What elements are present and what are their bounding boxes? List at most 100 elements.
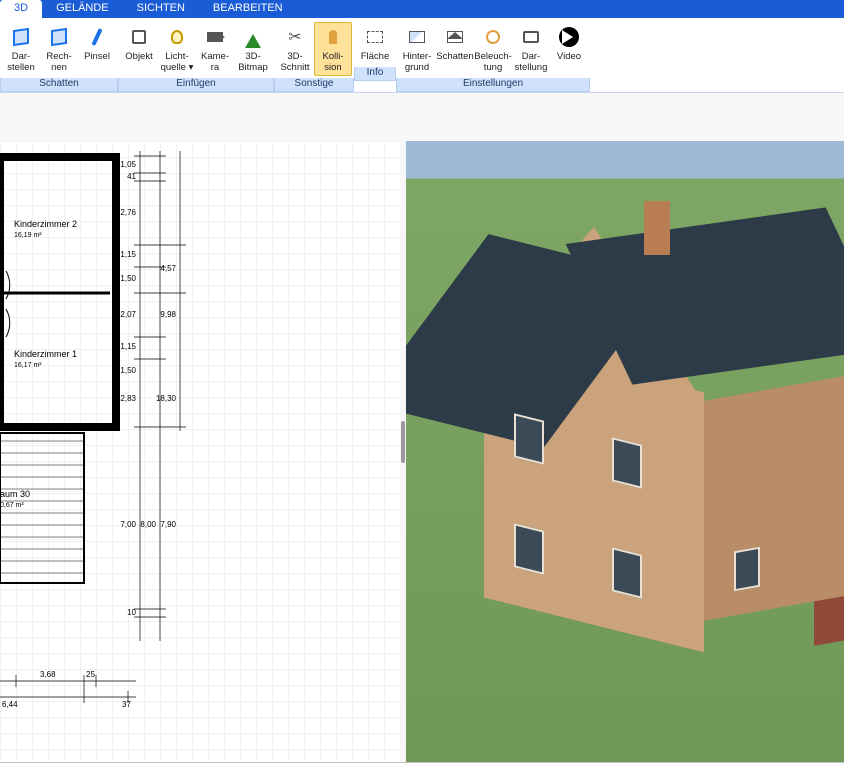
camera-icon bbox=[203, 25, 227, 49]
floorplan-svg: 1,05 41 2,76 1,15 1,50 4,57 2,07 9,98 1,… bbox=[0, 141, 400, 761]
hintergrund-button[interactable]: Hinter-grund bbox=[398, 22, 436, 76]
house-model bbox=[444, 197, 824, 637]
pinsel-label: Pinsel bbox=[84, 51, 110, 62]
dim-text: 1,15 bbox=[120, 250, 136, 259]
dim-text: 1,50 bbox=[120, 366, 136, 375]
area-icon bbox=[363, 25, 387, 49]
ribbon-group-schatten: Dar-stellen Rech-nen Pinsel Schatten bbox=[0, 18, 118, 92]
kollision-button[interactable]: Kolli-sion bbox=[314, 22, 352, 76]
flaeche-label: Fläche bbox=[361, 51, 390, 62]
flaeche-button[interactable]: Fläche bbox=[356, 22, 394, 65]
floorplan-viewport[interactable]: 1,05 41 2,76 1,15 1,50 4,57 2,07 9,98 1,… bbox=[0, 141, 400, 762]
dim-text: 37 bbox=[122, 700, 131, 709]
schnitt3d-button[interactable]: ✂ 3D-Schnitt bbox=[276, 22, 314, 76]
dim-text: 25 bbox=[86, 670, 95, 679]
dim-text: 9,98 bbox=[160, 310, 176, 319]
lichtquelle-label: Licht-quelle ▾ bbox=[161, 51, 194, 73]
house-side-wall bbox=[702, 373, 844, 621]
dim-text: 7,90 bbox=[160, 520, 176, 529]
tab-gelaende[interactable]: GELÄNDE bbox=[42, 0, 123, 18]
bitmap3d-button[interactable]: 3D-Bitmap bbox=[234, 22, 272, 76]
kamera-button[interactable]: Kame-ra bbox=[196, 22, 234, 76]
ribbon-group-einfuegen: Objekt Licht-quelle ▾ Kame-ra 3D-Bitmap … bbox=[118, 18, 274, 92]
group-label-info: Info bbox=[354, 67, 396, 81]
dim-text: 8,00 bbox=[140, 520, 156, 529]
schnitt3d-label: 3D-Schnitt bbox=[280, 51, 309, 73]
workspace: 1,05 41 2,76 1,15 1,50 4,57 2,07 9,98 1,… bbox=[0, 93, 844, 762]
objekt-label: Objekt bbox=[125, 51, 152, 62]
dim-text: 6,44 bbox=[2, 700, 18, 709]
beleuchtung-button[interactable]: Beleuch-tung bbox=[474, 22, 512, 76]
tab-sichten[interactable]: SICHTEN bbox=[123, 0, 199, 18]
window-icon bbox=[612, 437, 642, 488]
viewport-3d[interactable] bbox=[406, 141, 844, 762]
cube-icon bbox=[9, 25, 33, 49]
play-icon bbox=[557, 25, 581, 49]
tab-strip: 3D GELÄNDE SICHTEN BEARBEITEN bbox=[0, 0, 844, 18]
rechnen-label: Rech-nen bbox=[46, 51, 71, 73]
ribbon: Dar-stellen Rech-nen Pinsel Schatten Obj… bbox=[0, 18, 844, 93]
kollision-label: Kolli-sion bbox=[322, 51, 343, 73]
rechnen-button[interactable]: Rech-nen bbox=[40, 22, 78, 76]
house-chimney bbox=[644, 201, 670, 255]
monitor-icon bbox=[519, 25, 543, 49]
dim-text: 4,57 bbox=[160, 264, 176, 273]
window-icon bbox=[734, 547, 760, 592]
objekt-button[interactable]: Objekt bbox=[120, 22, 158, 76]
bulb-icon bbox=[165, 25, 189, 49]
dim-text: 2,83 bbox=[120, 394, 136, 403]
chair-icon bbox=[127, 25, 151, 49]
scissor-icon: ✂ bbox=[283, 25, 307, 49]
darstellen-label: Dar-stellen bbox=[7, 51, 34, 73]
darstellung-label: Dar-stellung bbox=[515, 51, 548, 73]
bottom-toolbar: cm phi = ▲▼ ° dl (Richtung/Di ▼ ◷ ▣ ◈ ⧉ … bbox=[0, 762, 844, 767]
kamera-label: Kame-ra bbox=[201, 51, 229, 73]
picture-icon bbox=[405, 25, 429, 49]
dim-text: 1,50 bbox=[120, 274, 136, 283]
sun-icon bbox=[481, 25, 505, 49]
lichtquelle-button[interactable]: Licht-quelle ▾ bbox=[158, 22, 196, 76]
ribbon-group-sonstige: ✂ 3D-Schnitt Kolli-sion Sonstige bbox=[274, 18, 354, 92]
person-icon bbox=[321, 25, 345, 49]
group-label-einstellungen: Einstellungen bbox=[396, 78, 590, 92]
dim-text: 18,30 bbox=[156, 394, 177, 403]
dim-text: 3,68 bbox=[40, 670, 56, 679]
bitmap3d-label: 3D-Bitmap bbox=[238, 51, 268, 73]
window-icon bbox=[612, 547, 642, 598]
dim-text: 1,05 bbox=[120, 160, 136, 169]
hintergrund-label: Hinter-grund bbox=[403, 51, 432, 73]
house-icon bbox=[443, 25, 467, 49]
room-label: Kinderzimmer 1 bbox=[14, 349, 77, 359]
darstellung-button[interactable]: Dar-stellung bbox=[512, 22, 550, 76]
video-label: Video bbox=[557, 51, 581, 62]
pinsel-button[interactable]: Pinsel bbox=[78, 22, 116, 76]
dim-text: 41 bbox=[127, 172, 136, 181]
window-icon bbox=[514, 413, 544, 464]
video-button[interactable]: Video bbox=[550, 22, 588, 76]
room-area: 16,17 m² bbox=[14, 362, 42, 369]
group-label-schatten: Schatten bbox=[0, 78, 118, 92]
brush-icon bbox=[85, 25, 109, 49]
room-area: 16,19 m² bbox=[14, 232, 42, 239]
schatten-label: Schatten bbox=[436, 51, 474, 62]
cube-icon bbox=[47, 25, 71, 49]
darstellen-button[interactable]: Dar-stellen bbox=[2, 22, 40, 76]
room-label: Kinderzimmer 2 bbox=[14, 219, 77, 229]
dim-text: 10 bbox=[127, 608, 136, 617]
room-area: 0,67 m² bbox=[0, 502, 24, 509]
tab-bearbeiten[interactable]: BEARBEITEN bbox=[199, 0, 297, 18]
dim-text: 7,00 bbox=[120, 520, 136, 529]
beleuchtung-label: Beleuch-tung bbox=[474, 51, 512, 73]
dim-text: 1,15 bbox=[120, 342, 136, 351]
group-label-sonstige: Sonstige bbox=[274, 78, 354, 92]
schatten-button[interactable]: Schatten bbox=[436, 22, 474, 76]
tree-icon bbox=[241, 25, 265, 49]
ribbon-group-info: Fläche Info bbox=[354, 18, 396, 92]
dim-text: 2,76 bbox=[120, 208, 136, 217]
ribbon-group-einstellungen: Hinter-grund Schatten Beleuch-tung Dar-s… bbox=[396, 18, 590, 92]
group-label-einfuegen: Einfügen bbox=[118, 78, 274, 92]
tab-3d[interactable]: 3D bbox=[0, 0, 42, 18]
window-icon bbox=[514, 523, 544, 574]
dim-text: 2,07 bbox=[120, 310, 136, 319]
room-label: aum 30 bbox=[0, 489, 30, 499]
